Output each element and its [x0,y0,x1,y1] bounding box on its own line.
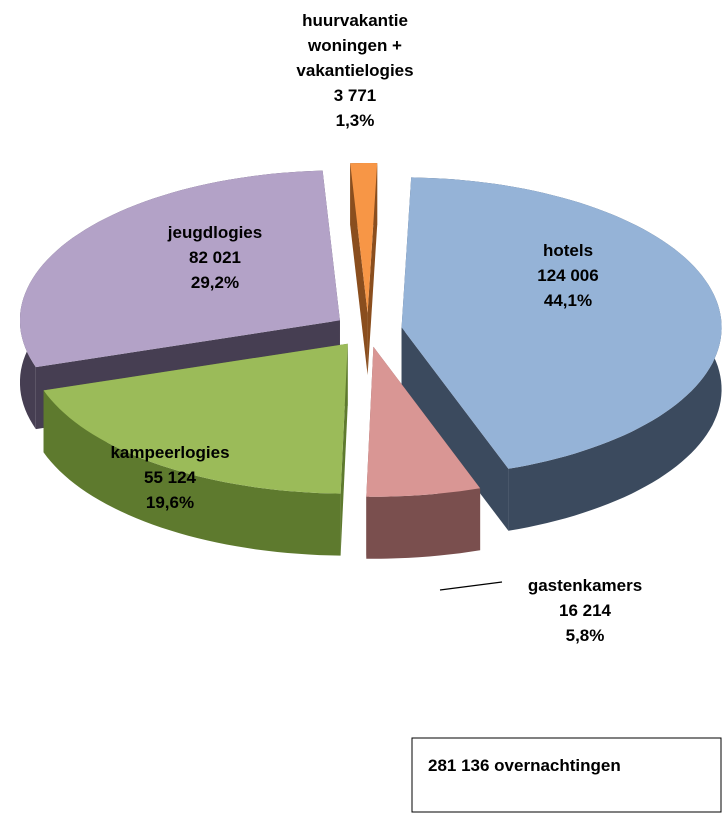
value-label: 124 006 [537,266,599,285]
percent-label: 29,2% [190,273,240,292]
percent-label: 1,3% [335,111,375,130]
slice [350,163,378,313]
category-label: kampeerlogies [110,443,230,462]
total-box [411,737,722,813]
value-label: 16 214 [559,601,611,620]
slice-side [43,390,341,556]
slice [20,170,340,368]
value-label: 82 021 [189,248,241,267]
category-label: jeugdlogies [167,223,263,242]
slice [43,343,348,494]
slice-wall [401,327,509,531]
value-label: 55 124 [144,468,196,487]
category-label: huurvakantie woningen + vakantielogies [296,11,414,80]
value-label: 3 771 [333,86,377,105]
percent-label: 19,6% [145,493,195,512]
slice-label: kampeerlogies 55 124 19,6% [70,440,270,515]
slice-side [366,488,481,559]
slice-label: gastenkamers 16 214 5,8% [485,573,685,648]
percent-label: 5,8% [565,626,605,645]
category-label: hotels [542,241,594,260]
slice [401,177,722,469]
slice-label: huurvakantie woningen + vakantielogies 3 … [270,8,440,133]
percent-label: 44,1% [543,291,593,310]
total-label: 281 136 overnachtingen [428,756,621,775]
category-label: gastenkamers [527,576,643,595]
leader-line [439,581,503,591]
slice [366,346,481,497]
slice-label: hotels 124 006 44,1% [468,238,668,313]
slice-label: jeugdlogies 82 021 29,2% [115,220,315,295]
